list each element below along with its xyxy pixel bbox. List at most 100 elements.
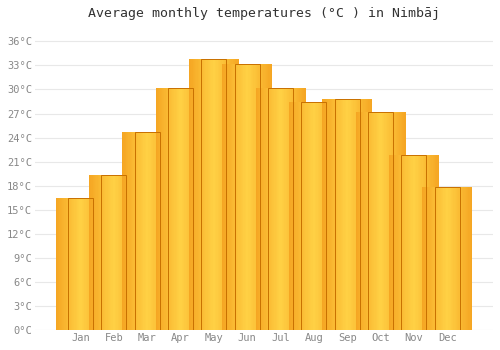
Bar [68, 198, 93, 330]
Bar [424, 155, 425, 330]
Bar [194, 88, 196, 330]
Bar [68, 198, 70, 330]
Bar [290, 88, 292, 330]
Bar [297, 88, 298, 330]
Bar [162, 132, 164, 330]
Bar [338, 99, 340, 330]
Bar [108, 175, 109, 330]
Bar [468, 187, 469, 330]
Bar [302, 102, 326, 330]
Bar [268, 88, 270, 330]
Bar [174, 88, 176, 330]
Bar [156, 88, 157, 330]
Bar [125, 175, 126, 330]
Bar [96, 175, 98, 330]
Bar [182, 88, 183, 330]
Bar [394, 112, 396, 330]
Bar [206, 59, 208, 330]
Bar [199, 59, 200, 330]
Bar [389, 155, 390, 330]
Bar [328, 102, 329, 330]
Bar [136, 175, 138, 330]
Bar [404, 155, 405, 330]
Bar [141, 132, 142, 330]
Bar [330, 102, 332, 330]
Bar [435, 155, 436, 330]
Bar [104, 198, 106, 330]
Bar [410, 155, 412, 330]
Bar [288, 88, 290, 330]
Bar [73, 198, 74, 330]
Bar [405, 155, 406, 330]
Bar [342, 99, 344, 330]
Bar [400, 112, 402, 330]
Bar [238, 64, 240, 330]
Bar [94, 175, 95, 330]
Bar [124, 132, 126, 330]
Bar [262, 64, 264, 330]
Bar [100, 175, 102, 330]
Bar [230, 64, 231, 330]
Bar [89, 175, 90, 330]
Bar [102, 175, 126, 330]
Bar [202, 59, 204, 330]
Bar [178, 88, 180, 330]
Bar [76, 198, 77, 330]
Bar [322, 102, 324, 330]
Bar [278, 88, 280, 330]
Bar [296, 88, 297, 330]
Bar [57, 198, 58, 330]
Bar [138, 132, 140, 330]
Bar [257, 64, 258, 330]
Bar [124, 175, 125, 330]
Bar [283, 88, 284, 330]
Bar [250, 64, 251, 330]
Bar [200, 59, 202, 330]
Bar [286, 88, 287, 330]
Bar [116, 175, 117, 330]
Bar [304, 88, 306, 330]
Bar [220, 59, 222, 330]
Bar [102, 175, 104, 330]
Bar [234, 59, 235, 330]
Bar [180, 88, 182, 330]
Bar [314, 102, 315, 330]
Bar [186, 88, 187, 330]
Bar [328, 99, 330, 330]
Bar [232, 64, 234, 330]
Bar [357, 112, 358, 330]
Bar [352, 99, 354, 330]
Bar [252, 64, 254, 330]
Bar [60, 198, 62, 330]
Bar [310, 102, 312, 330]
Bar [437, 187, 438, 330]
Bar [272, 88, 273, 330]
Bar [202, 88, 203, 330]
Bar [315, 102, 316, 330]
Bar [461, 187, 462, 330]
Bar [412, 155, 414, 330]
Bar [383, 112, 384, 330]
Bar [268, 64, 270, 330]
Bar [347, 99, 348, 330]
Bar [168, 88, 193, 330]
Bar [234, 64, 260, 330]
Bar [208, 59, 209, 330]
Bar [98, 198, 100, 330]
Bar [336, 102, 338, 330]
Bar [436, 155, 438, 330]
Bar [399, 155, 400, 330]
Bar [390, 155, 392, 330]
Bar [338, 102, 339, 330]
Bar [462, 187, 464, 330]
Bar [97, 198, 98, 330]
Bar [254, 64, 256, 330]
Bar [244, 64, 246, 330]
Bar [246, 64, 247, 330]
Bar [327, 99, 328, 330]
Bar [102, 175, 126, 330]
Bar [360, 99, 361, 330]
Bar [184, 88, 186, 330]
Bar [429, 155, 430, 330]
Bar [300, 88, 302, 330]
